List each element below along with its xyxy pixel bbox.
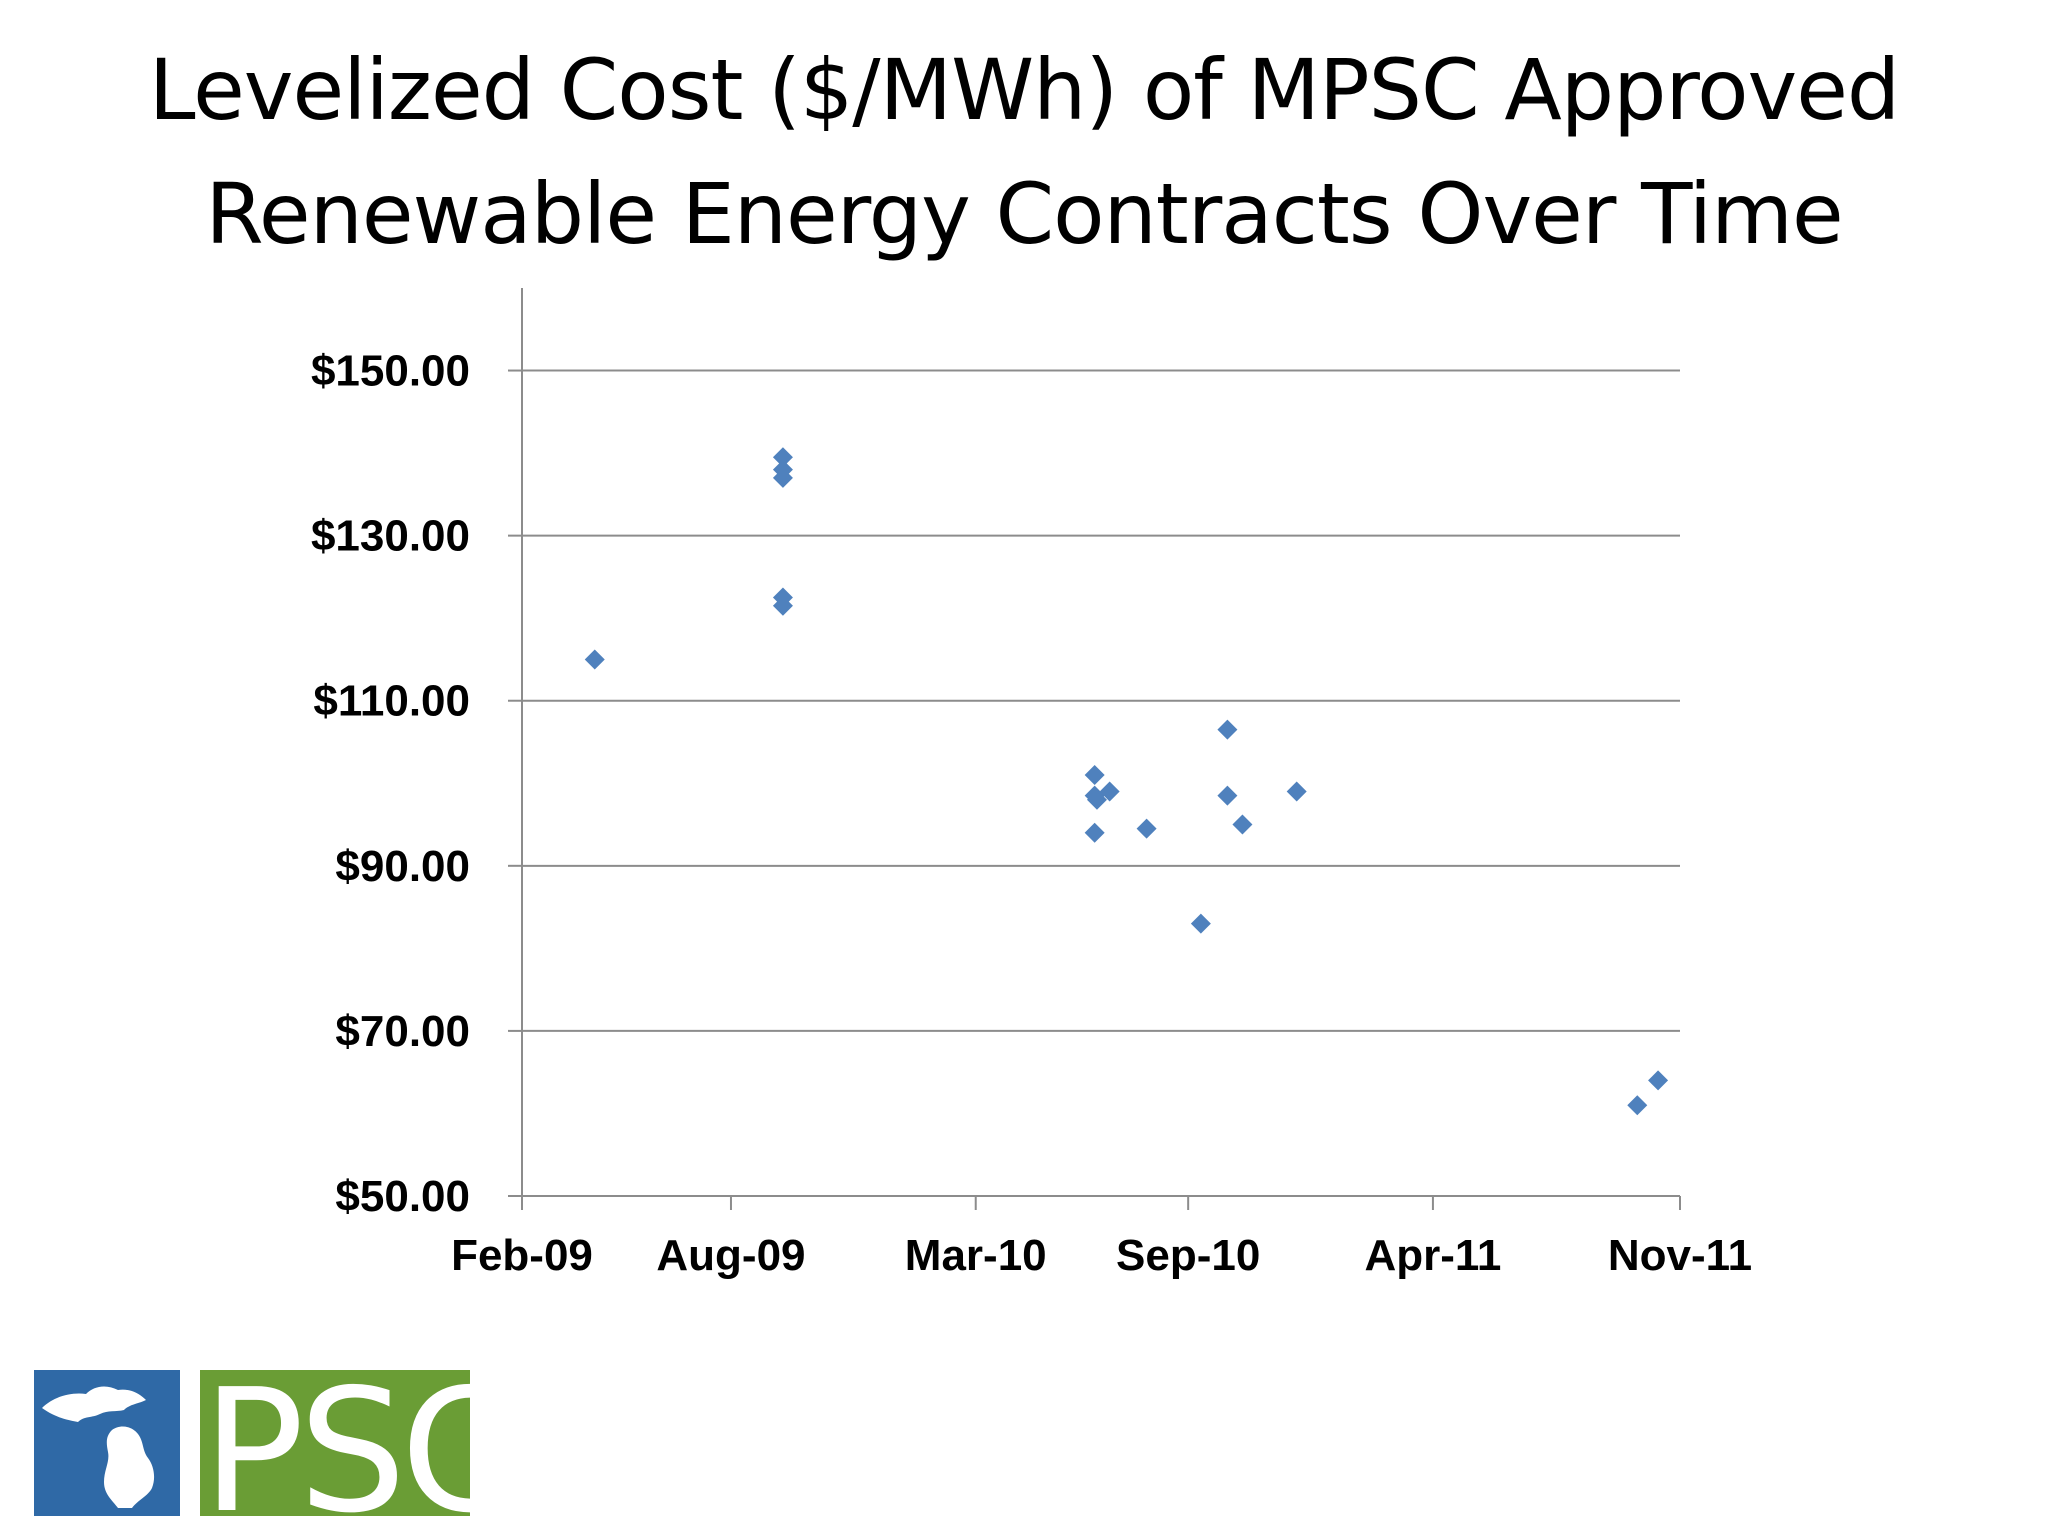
y-tick-label: $90.00 bbox=[335, 842, 470, 891]
y-tick-labels: $50.00 $70.00 $90.00 $110.00 $130.00 $150.00 bbox=[311, 347, 470, 1221]
slide-title-line-2: Renewable Energy Contracts Over Time bbox=[205, 165, 1843, 263]
y-tick-label: $110.00 bbox=[313, 677, 470, 726]
y-tick-label: $50.00 bbox=[335, 1172, 470, 1221]
axes bbox=[508, 288, 1681, 1210]
slide-title-line-1: Levelized Cost ($/MWh) of MPSC Approved bbox=[148, 41, 1900, 139]
data-point bbox=[1136, 818, 1157, 839]
logo-text: PSC bbox=[202, 1370, 470, 1516]
data-point bbox=[1084, 822, 1105, 843]
gridlines bbox=[522, 369, 1680, 1032]
data-point bbox=[584, 649, 605, 670]
psc-logo: PSC bbox=[34, 1370, 470, 1516]
data-point bbox=[1217, 719, 1238, 740]
x-tick-label: Sep-10 bbox=[1116, 1231, 1260, 1280]
data-point bbox=[772, 595, 793, 616]
data-point bbox=[1627, 1095, 1648, 1116]
data-point bbox=[1648, 1070, 1669, 1091]
data-point bbox=[1190, 913, 1211, 934]
data-point bbox=[1217, 785, 1238, 806]
y-tick-label: $130.00 bbox=[311, 512, 470, 561]
x-tick-label: Feb-09 bbox=[451, 1231, 593, 1280]
data-point bbox=[1084, 765, 1105, 786]
y-tick-label: $150.00 bbox=[311, 347, 470, 396]
data-point bbox=[1232, 814, 1253, 835]
data-point bbox=[772, 447, 793, 468]
x-tick-label: Nov-11 bbox=[1608, 1231, 1752, 1280]
x-tick-labels: Feb-09 Aug-09 Mar-10 Sep-10 Apr-11 Nov-11 bbox=[451, 1231, 1752, 1280]
logo-green-panel bbox=[200, 1370, 470, 1516]
y-tick-label: $70.00 bbox=[335, 1007, 470, 1056]
x-tick-label: Apr-11 bbox=[1364, 1231, 1501, 1280]
slide-title: Levelized Cost ($/MWh) of MPSC Approved … bbox=[0, 28, 2048, 276]
scatter-chart: $50.00$70.00$90.00$110.00$130.00$150.00 … bbox=[311, 288, 1752, 1280]
data-point bbox=[1286, 781, 1307, 802]
michigan-icon bbox=[42, 1386, 155, 1508]
data-points bbox=[584, 447, 1669, 1116]
x-tick-label: Mar-10 bbox=[905, 1231, 1047, 1280]
data-point bbox=[772, 467, 793, 488]
x-tick-label: Aug-09 bbox=[656, 1231, 805, 1280]
data-point bbox=[1099, 781, 1120, 802]
data-point bbox=[1086, 789, 1107, 810]
